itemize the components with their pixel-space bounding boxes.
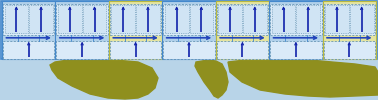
Bar (58, 5, 82, 33)
Bar (296, 5, 320, 33)
Bar (83, 5, 106, 33)
Bar (162, 1, 216, 59)
Bar (3, 4, 54, 35)
Bar (322, 1, 376, 59)
Bar (3, 40, 54, 58)
Polygon shape (50, 59, 158, 99)
Polygon shape (195, 60, 228, 98)
Bar (29, 5, 53, 33)
Bar (324, 40, 375, 58)
Bar (110, 4, 161, 35)
Bar (112, 5, 135, 33)
Polygon shape (228, 59, 378, 97)
Bar (269, 1, 322, 59)
Bar (56, 1, 109, 59)
Bar (136, 5, 160, 33)
Bar (243, 5, 266, 33)
Bar (165, 5, 189, 33)
Bar (189, 5, 213, 33)
Bar (0, 60, 378, 100)
Bar (163, 40, 215, 58)
Bar (217, 4, 268, 35)
Bar (272, 5, 295, 33)
Polygon shape (68, 60, 78, 65)
Bar (56, 4, 108, 35)
Bar (217, 40, 268, 58)
Bar (110, 40, 161, 58)
Bar (216, 1, 269, 59)
Bar (218, 5, 242, 33)
Bar (2, 1, 56, 59)
Bar (324, 4, 375, 35)
Bar (270, 40, 322, 58)
Bar (56, 40, 108, 58)
Bar (5, 5, 28, 33)
Bar (270, 4, 322, 35)
Bar (109, 1, 162, 59)
Bar (350, 5, 373, 33)
Bar (1, 1, 377, 59)
Bar (163, 4, 215, 35)
Bar (325, 5, 349, 33)
